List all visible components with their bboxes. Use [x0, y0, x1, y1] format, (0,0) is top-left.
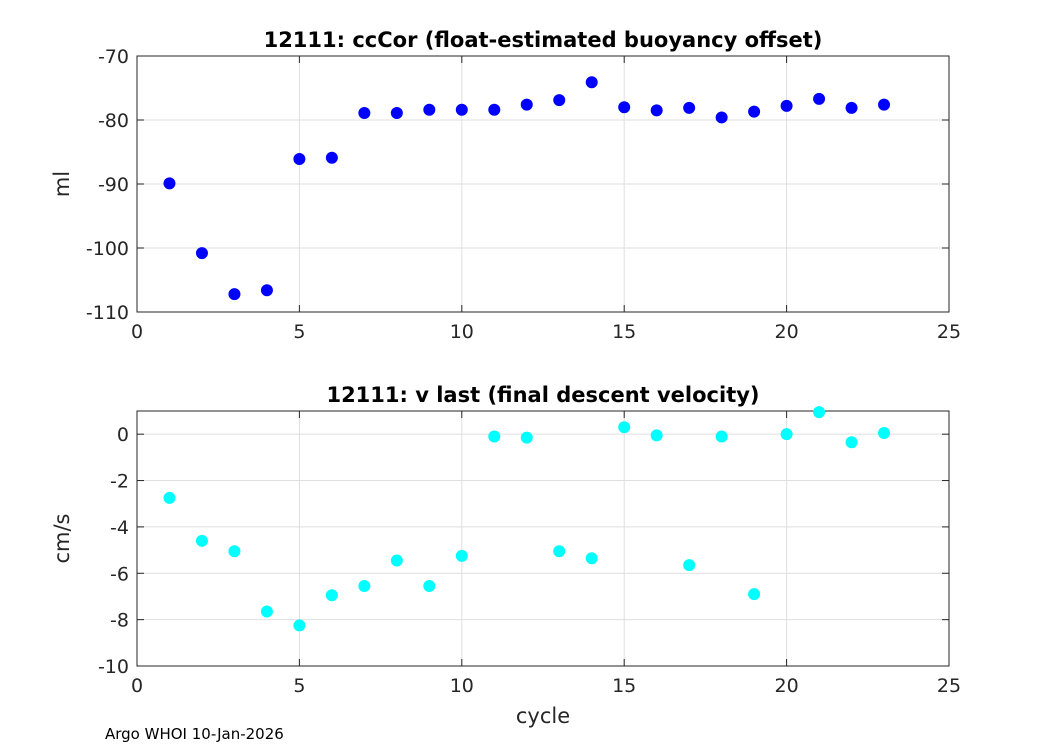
data-point — [390, 554, 403, 567]
data-point — [260, 605, 273, 618]
x-tick-label: 5 — [293, 675, 305, 697]
data-point — [358, 106, 371, 119]
data-point — [228, 288, 241, 301]
data-point — [748, 588, 761, 601]
x-tick-label: 10 — [450, 321, 474, 343]
data-point — [455, 103, 468, 116]
x-tick-label: 0 — [131, 321, 143, 343]
y-tick-label: -70 — [98, 46, 129, 68]
data-point — [455, 549, 468, 562]
data-point — [325, 589, 338, 602]
data-point — [845, 101, 858, 114]
x-axis-label: cycle — [516, 704, 570, 728]
x-tick-label: 15 — [612, 321, 636, 343]
y-tick-label: -2 — [110, 471, 129, 493]
data-point — [520, 98, 533, 111]
x-tick-label: 15 — [612, 675, 636, 697]
y-tick-label: -8 — [110, 610, 129, 632]
data-point — [423, 103, 436, 116]
x-tick-label: 25 — [937, 321, 961, 343]
data-point — [683, 559, 696, 572]
data-point — [683, 101, 696, 114]
y-axis-label: cm/s — [50, 513, 74, 563]
data-point — [293, 619, 306, 632]
data-point — [553, 94, 566, 107]
chart-title: 12111: ccCor (float-estimated buoyancy o… — [264, 28, 823, 52]
x-tick-label: 0 — [131, 675, 143, 697]
data-point — [488, 430, 501, 443]
data-point — [293, 153, 306, 166]
data-point — [325, 151, 338, 164]
data-point — [878, 427, 891, 440]
plot-area — [137, 411, 949, 666]
data-point — [715, 111, 728, 124]
data-point — [585, 76, 598, 89]
data-point — [715, 430, 728, 443]
x-tick-label: 25 — [937, 675, 961, 697]
footer-credit: Argo WHOI 10-Jan-2026 — [105, 725, 284, 743]
data-point — [163, 177, 176, 190]
y-tick-label: -110 — [86, 302, 129, 324]
x-tick-label: 20 — [775, 321, 799, 343]
chart-title: 12111: v last (final descent velocity) — [326, 383, 759, 407]
y-axis-label: ml — [50, 171, 74, 197]
data-point — [423, 580, 436, 593]
data-point — [520, 431, 533, 444]
y-tick-label: -10 — [98, 656, 129, 678]
data-point — [390, 106, 403, 119]
data-point — [780, 428, 793, 441]
data-point — [618, 421, 631, 434]
data-point — [748, 105, 761, 118]
data-point — [650, 104, 663, 117]
chart-1: 0 5 10 15 20 25 -110 -100 -90 -80 -70 12111: ccCor … — [50, 28, 961, 343]
data-point — [813, 406, 826, 419]
data-point — [585, 552, 598, 565]
data-point — [813, 92, 826, 105]
data-point — [358, 580, 371, 593]
data-point — [260, 284, 273, 297]
y-tick-label: 0 — [117, 424, 129, 446]
x-tick-label: 20 — [775, 675, 799, 697]
data-point — [195, 247, 208, 260]
axes-box — [136, 410, 950, 667]
data-point — [488, 103, 501, 116]
y-tick-label: -6 — [110, 563, 129, 585]
y-tick-label: -90 — [98, 174, 129, 196]
data-point — [553, 545, 566, 558]
x-tick-label: 5 — [293, 321, 305, 343]
data-point — [618, 101, 631, 114]
data-point — [163, 491, 176, 504]
y-tick-label: -100 — [86, 238, 129, 260]
data-point — [780, 99, 793, 112]
y-tick-label: -80 — [98, 110, 129, 132]
data-point — [878, 98, 891, 111]
data-point — [845, 436, 858, 449]
x-tick-label: 10 — [450, 675, 474, 697]
chart-2: 0 5 10 15 20 25 -10 -8 -6 -4 -2 0 12111: v last (fin… — [50, 383, 961, 728]
y-tick-label: -4 — [110, 517, 129, 539]
data-point — [195, 534, 208, 547]
data-point — [228, 545, 241, 558]
data-point — [650, 429, 663, 442]
